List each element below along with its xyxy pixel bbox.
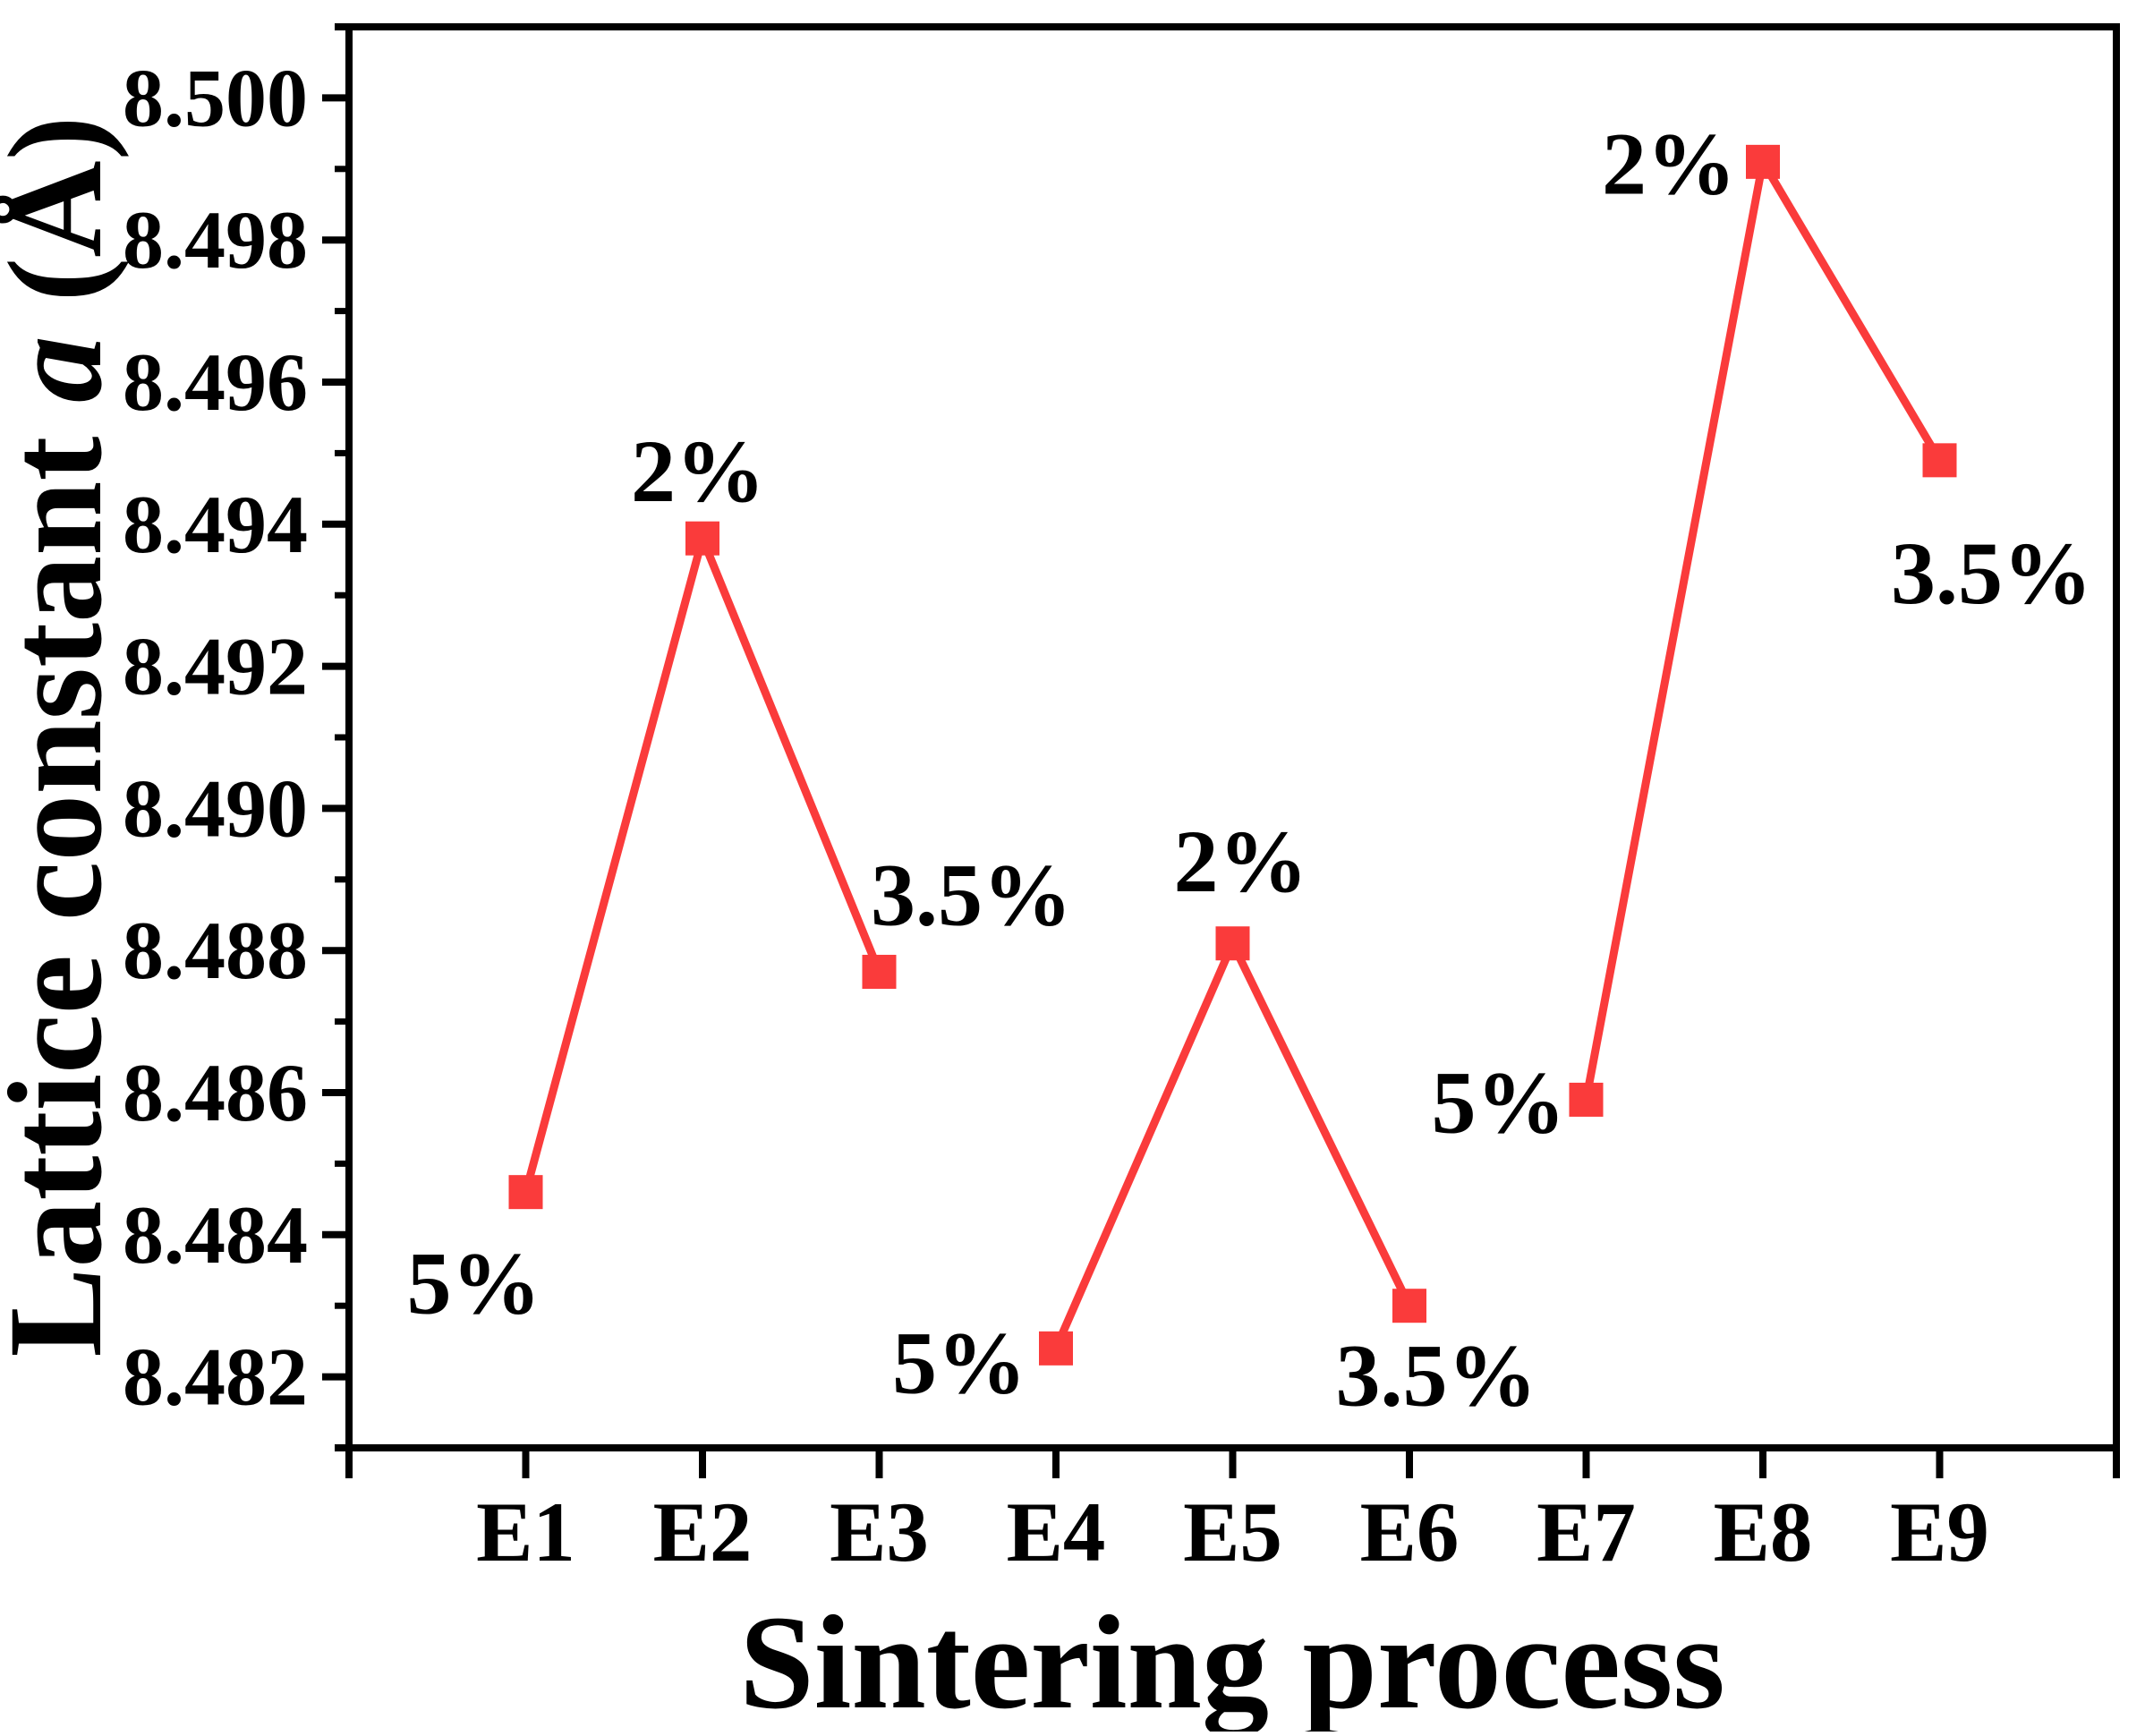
y-tick-label: 8.500 [123,52,308,143]
x-tick-label-e5: E5 [1183,1485,1282,1579]
y-axis-tick-labels: 8.482 8.484 8.486 8.488 8.490 8.492 8.494 8.496… [123,52,308,1422]
x-tick-label-e2: E2 [653,1485,753,1579]
point-annotation-e3: 3.5% [871,846,1072,945]
data-point-marker-e3 [862,955,897,990]
y-axis-title-symbol: a [0,336,130,403]
x-tick-label-e6: E6 [1360,1485,1460,1579]
data-point-marker-e6 [1392,1289,1426,1323]
y-tick-label: 8.498 [123,194,308,285]
y-axis-title-unit: (Å) [0,115,130,336]
y-tick-label: 8.492 [123,621,308,712]
point-annotation-e9: 3.5% [1891,523,2092,623]
y-tick-label: 8.496 [123,336,308,428]
x-axis-title: Sintering process [739,1588,1724,1732]
x-tick-label-e9: E9 [1890,1485,1989,1579]
data-point-marker-e7 [1569,1082,1604,1117]
x-axis-tick-labels: E1 E2 E3 E4 E5 E6 E7 E8 E9 [476,1485,1989,1579]
data-line-segment [1051,933,1414,1350]
data-point-markers [508,144,1957,1366]
y-tick-label: 8.488 [123,905,308,996]
x-tick-label-e4: E4 [1007,1485,1106,1579]
y-axis-ticks [322,23,349,1451]
plot-frame [345,23,2120,1451]
data-point-marker-e2 [685,521,719,556]
x-axis-ticks [345,1448,2120,1478]
y-tick-label: 8.482 [123,1332,308,1423]
point-annotation-e1: 5% [407,1234,541,1333]
y-tick-label: 8.494 [123,479,308,570]
point-annotation-e4: 5% [892,1313,1026,1412]
y-tick-label: 8.484 [123,1189,308,1281]
data-point-marker-e5 [1215,926,1250,961]
data-point-marker-e4 [1039,1331,1073,1366]
y-axis-title: Lattice constant a (Å) [0,115,130,1357]
point-annotation-e7: 5% [1432,1052,1566,1152]
y-axis-title-text: Lattice constant [0,403,130,1357]
data-point-marker-e1 [508,1175,543,1210]
data-line-segments [522,150,1944,1350]
x-tick-label-e1: E1 [476,1485,575,1579]
x-tick-label-e3: E3 [830,1485,929,1579]
x-tick-label-e7: E7 [1536,1485,1636,1579]
data-point-annotations: 5% 2% 3.5% 5% 2% 3.5% 5% 2% 3.5% [407,114,2093,1425]
point-annotation-e8: 2% [1602,114,1736,213]
point-annotation-e6: 3.5% [1336,1326,1537,1425]
y-tick-label: 8.490 [123,762,308,854]
data-point-marker-e8 [1746,144,1780,179]
point-annotation-e2: 2% [631,421,765,521]
x-tick-label-e8: E8 [1714,1485,1813,1579]
data-line-segment [1582,150,1944,1101]
data-line-segment [522,525,883,1194]
data-point-marker-e9 [1922,443,1957,478]
y-tick-label: 8.486 [123,1047,308,1138]
point-annotation-e5: 2% [1174,812,1308,911]
